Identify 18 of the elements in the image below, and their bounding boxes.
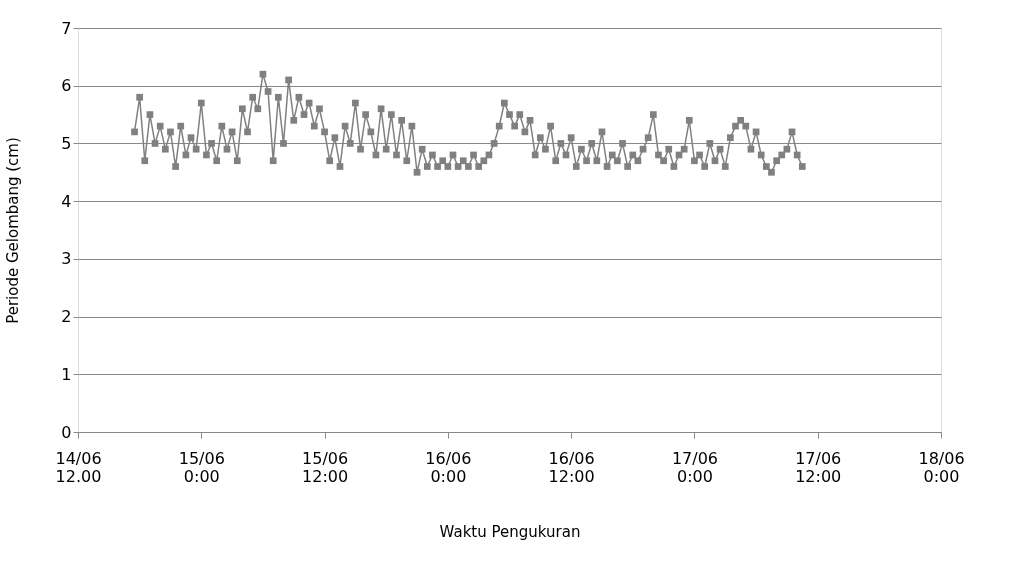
- x-tick-label: 17/06 0:00: [671, 448, 718, 486]
- x-tick-label: 15/06 0:00: [178, 448, 225, 486]
- y-tick-label: 7: [61, 18, 72, 38]
- x-axis-title: Waktu Pengukuran: [439, 522, 581, 541]
- y-axis-title: Periode Gelombang (cm): [4, 137, 23, 324]
- x-tick-label: 15/06 12:00: [302, 448, 349, 486]
- x-tick-label: 14/06 12.00: [55, 448, 102, 486]
- y-tick-label: 2: [61, 307, 72, 327]
- y-tick-label: 0: [61, 422, 72, 442]
- y-tick-label: 5: [61, 133, 72, 153]
- y-tick-label: 1: [61, 364, 72, 384]
- y-tick-label: 3: [61, 249, 72, 269]
- x-tick-label: 18/06 0:00: [918, 448, 965, 486]
- x-tick-label: 16/06 12:00: [548, 448, 595, 486]
- y-tick-label: 6: [61, 76, 72, 96]
- y-tick-label: 4: [61, 191, 72, 211]
- x-tick-label: 17/06 12:00: [795, 448, 842, 486]
- x-tick-label: 16/06 0:00: [425, 448, 472, 486]
